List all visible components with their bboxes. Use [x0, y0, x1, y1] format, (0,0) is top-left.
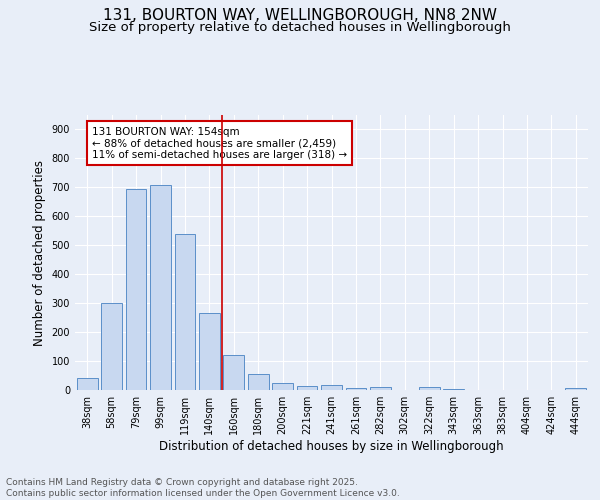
Text: Size of property relative to detached houses in Wellingborough: Size of property relative to detached ho…	[89, 22, 511, 35]
Text: Contains HM Land Registry data © Crown copyright and database right 2025.
Contai: Contains HM Land Registry data © Crown c…	[6, 478, 400, 498]
Bar	[296, 386, 317, 390]
Bar	[101, 303, 122, 390]
Bar	[321, 385, 342, 390]
Text: 131, BOURTON WAY, WELLINGBOROUGH, NN8 2NW: 131, BOURTON WAY, WELLINGBOROUGH, NN8 2N…	[103, 8, 497, 22]
Bar	[175, 234, 196, 390]
Bar	[150, 186, 171, 390]
Bar	[272, 383, 293, 390]
Bar	[419, 387, 440, 390]
X-axis label: Distribution of detached houses by size in Wellingborough: Distribution of detached houses by size …	[159, 440, 504, 453]
Y-axis label: Number of detached properties: Number of detached properties	[33, 160, 46, 346]
Bar	[346, 388, 367, 390]
Bar	[248, 374, 269, 390]
Bar	[199, 314, 220, 390]
Bar	[565, 388, 586, 390]
Bar	[77, 378, 98, 390]
Bar	[370, 387, 391, 390]
Bar	[125, 189, 146, 390]
Bar	[223, 354, 244, 390]
Text: 131 BOURTON WAY: 154sqm
← 88% of detached houses are smaller (2,459)
11% of semi: 131 BOURTON WAY: 154sqm ← 88% of detache…	[92, 126, 347, 160]
